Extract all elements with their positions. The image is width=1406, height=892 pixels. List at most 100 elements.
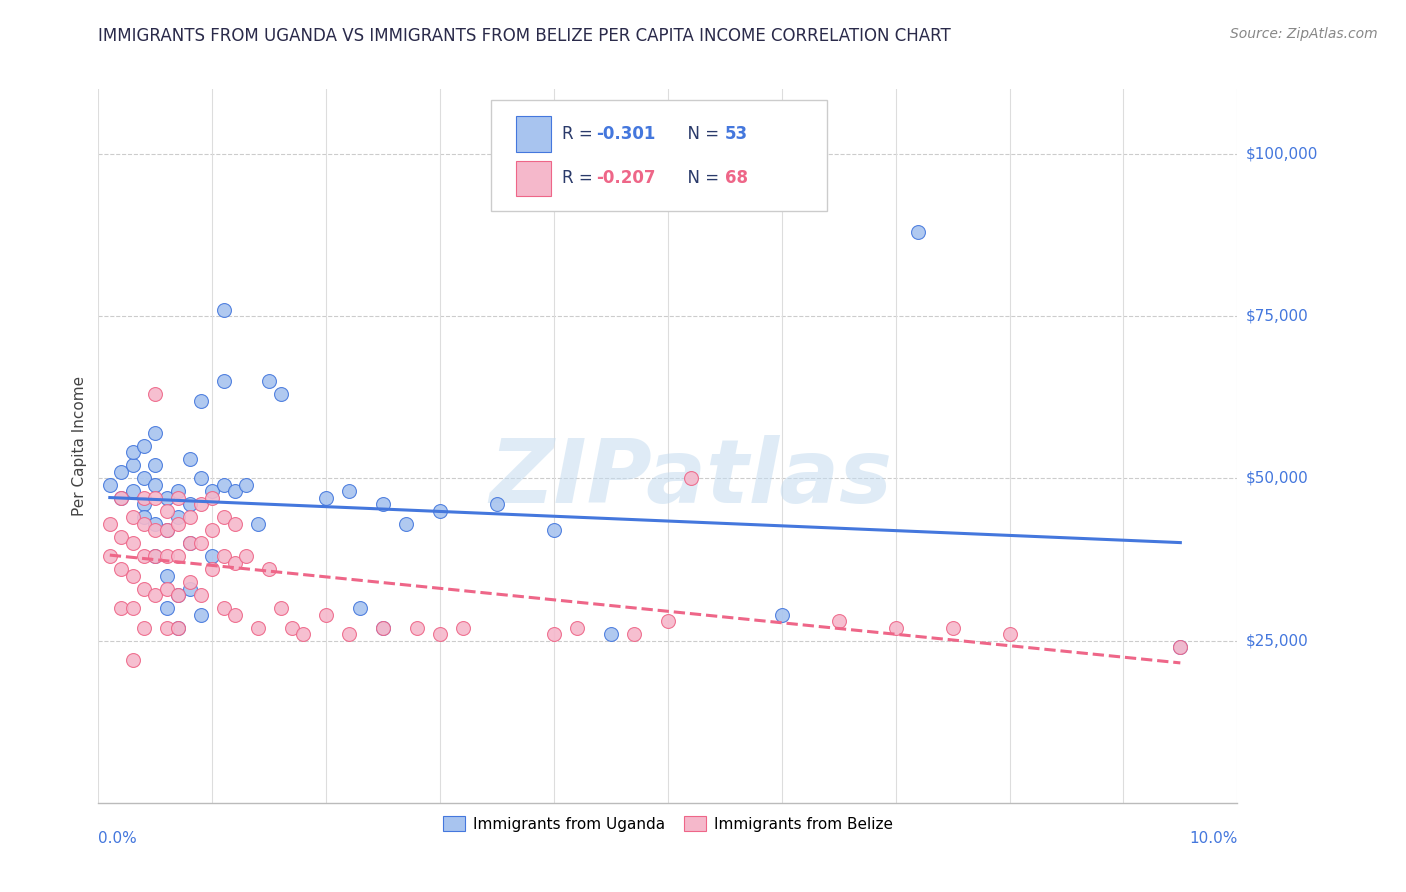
Legend: Immigrants from Uganda, Immigrants from Belize: Immigrants from Uganda, Immigrants from … bbox=[436, 810, 900, 838]
Point bbox=[942, 621, 965, 635]
Point bbox=[132, 582, 155, 596]
Point bbox=[190, 471, 212, 485]
Point bbox=[156, 549, 179, 564]
Point bbox=[132, 497, 155, 511]
Point bbox=[145, 478, 167, 492]
Point bbox=[132, 516, 155, 531]
Point bbox=[246, 516, 269, 531]
Point bbox=[145, 425, 167, 440]
Point bbox=[156, 524, 179, 538]
Y-axis label: Per Capita Income: Per Capita Income bbox=[72, 376, 87, 516]
FancyBboxPatch shape bbox=[491, 100, 827, 211]
Point bbox=[179, 497, 201, 511]
Point bbox=[121, 458, 143, 473]
Point bbox=[179, 510, 201, 524]
Point bbox=[998, 627, 1021, 641]
Text: $25,000: $25,000 bbox=[1246, 633, 1309, 648]
Point bbox=[429, 627, 451, 641]
Point bbox=[235, 549, 257, 564]
Point bbox=[132, 439, 155, 453]
Point bbox=[167, 588, 190, 602]
Text: ZIPatlas: ZIPatlas bbox=[489, 435, 893, 522]
Point bbox=[121, 536, 143, 550]
Point bbox=[1170, 640, 1192, 654]
Text: 68: 68 bbox=[725, 169, 748, 187]
Point bbox=[315, 491, 337, 505]
Point bbox=[201, 549, 224, 564]
Point bbox=[121, 510, 143, 524]
Point bbox=[132, 510, 155, 524]
Point bbox=[156, 504, 179, 518]
Point bbox=[224, 607, 246, 622]
Point bbox=[429, 504, 451, 518]
Point bbox=[212, 478, 235, 492]
Point bbox=[224, 484, 246, 499]
Text: N =: N = bbox=[676, 169, 724, 187]
Point bbox=[657, 614, 679, 628]
Point bbox=[156, 524, 179, 538]
Point bbox=[212, 510, 235, 524]
Point bbox=[349, 601, 371, 615]
Point bbox=[179, 536, 201, 550]
Point bbox=[292, 627, 315, 641]
Point bbox=[212, 549, 235, 564]
Point bbox=[770, 607, 793, 622]
Point bbox=[884, 621, 907, 635]
Point bbox=[270, 601, 292, 615]
Point bbox=[167, 588, 190, 602]
Point bbox=[190, 393, 212, 408]
Point bbox=[337, 484, 360, 499]
Point bbox=[543, 627, 565, 641]
Point bbox=[156, 568, 179, 582]
Point bbox=[212, 601, 235, 615]
Point bbox=[337, 627, 360, 641]
Point bbox=[110, 491, 132, 505]
Point bbox=[121, 445, 143, 459]
Point bbox=[110, 465, 132, 479]
Point bbox=[110, 601, 132, 615]
Point bbox=[145, 491, 167, 505]
Point bbox=[600, 627, 623, 641]
Text: IMMIGRANTS FROM UGANDA VS IMMIGRANTS FROM BELIZE PER CAPITA INCOME CORRELATION C: IMMIGRANTS FROM UGANDA VS IMMIGRANTS FRO… bbox=[98, 27, 952, 45]
Point bbox=[167, 491, 190, 505]
Point bbox=[259, 374, 281, 388]
Point bbox=[373, 497, 395, 511]
Point bbox=[110, 530, 132, 544]
Point bbox=[201, 562, 224, 576]
Point bbox=[98, 549, 121, 564]
Point bbox=[145, 549, 167, 564]
Point bbox=[235, 478, 257, 492]
Point bbox=[190, 607, 212, 622]
Point bbox=[167, 549, 190, 564]
Point bbox=[373, 621, 395, 635]
Point bbox=[145, 524, 167, 538]
Point bbox=[156, 491, 179, 505]
Point bbox=[179, 536, 201, 550]
Point bbox=[145, 458, 167, 473]
Point bbox=[156, 621, 179, 635]
Point bbox=[246, 621, 269, 635]
Point bbox=[167, 516, 190, 531]
Point bbox=[1170, 640, 1192, 654]
FancyBboxPatch shape bbox=[516, 116, 551, 152]
Point bbox=[132, 549, 155, 564]
Point bbox=[145, 516, 167, 531]
Point bbox=[623, 627, 645, 641]
Point bbox=[145, 387, 167, 401]
Point bbox=[132, 491, 155, 505]
Point bbox=[406, 621, 429, 635]
Point bbox=[110, 491, 132, 505]
Text: $75,000: $75,000 bbox=[1246, 309, 1309, 324]
Text: $50,000: $50,000 bbox=[1246, 471, 1309, 486]
Point bbox=[145, 588, 167, 602]
Point bbox=[156, 601, 179, 615]
Point bbox=[486, 497, 509, 511]
Point bbox=[98, 516, 121, 531]
Point bbox=[679, 471, 702, 485]
Point bbox=[190, 497, 212, 511]
Point bbox=[565, 621, 588, 635]
Text: N =: N = bbox=[676, 125, 724, 143]
Point bbox=[190, 588, 212, 602]
Point bbox=[167, 621, 190, 635]
Point bbox=[167, 484, 190, 499]
